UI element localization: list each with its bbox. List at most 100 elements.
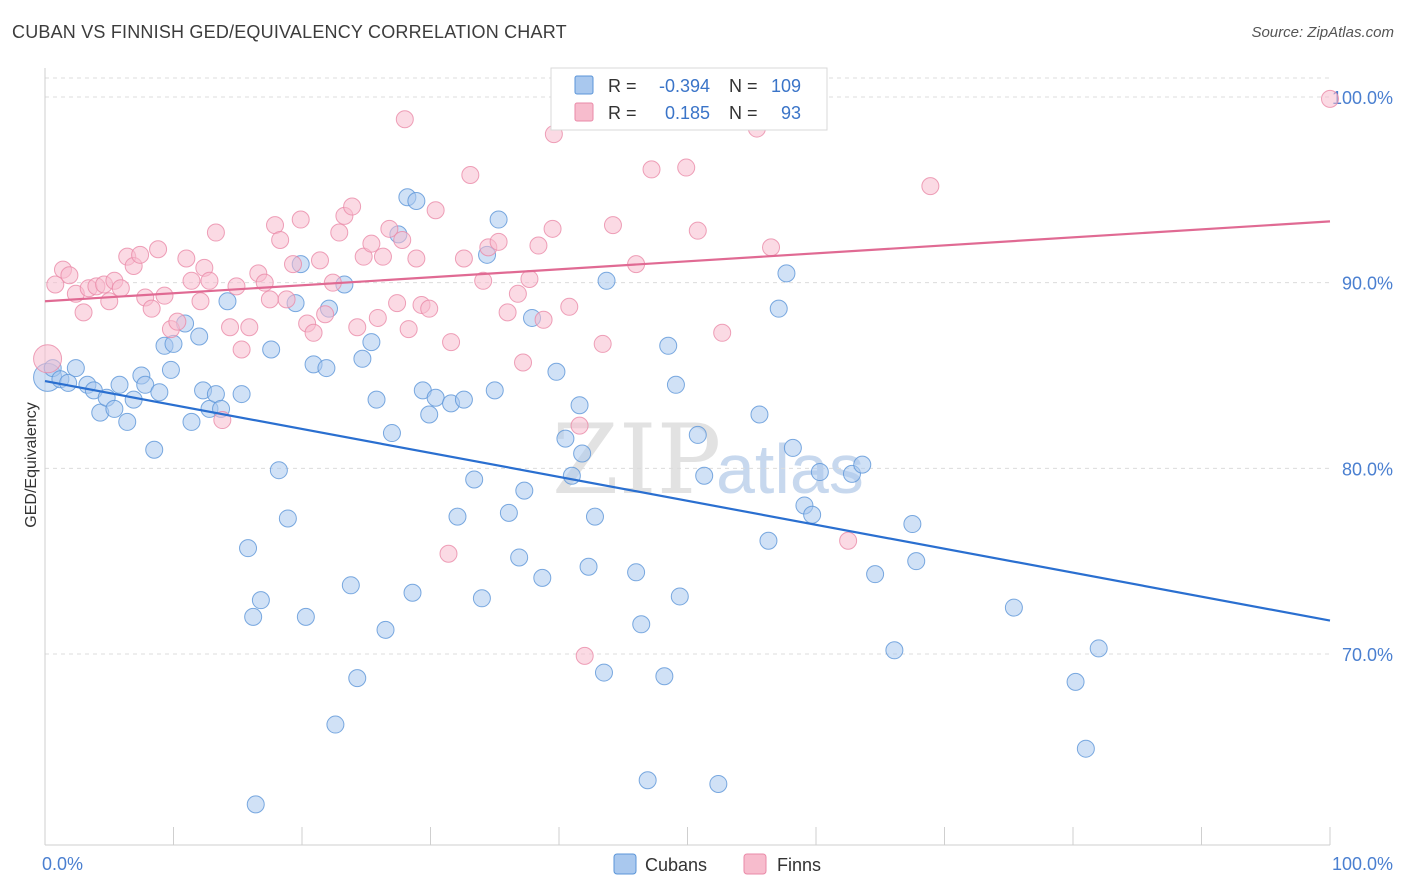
finns-point bbox=[395, 110, 414, 129]
finns-point bbox=[439, 544, 458, 563]
finns-point bbox=[593, 334, 612, 353]
legend-swatch-finns bbox=[574, 102, 594, 122]
cubans-point bbox=[190, 327, 209, 346]
finns-point bbox=[206, 223, 225, 242]
finns-point bbox=[393, 230, 412, 249]
finns-point bbox=[362, 234, 381, 253]
cubans-point bbox=[269, 461, 288, 480]
finns-point bbox=[182, 271, 201, 290]
finns-point bbox=[316, 305, 335, 324]
finns-point bbox=[520, 269, 539, 288]
finns-point bbox=[155, 286, 174, 305]
finns-point bbox=[277, 290, 296, 309]
finns-point bbox=[570, 416, 589, 435]
cubans-point bbox=[239, 539, 258, 558]
finns-point bbox=[543, 219, 562, 238]
cubans-point bbox=[317, 359, 336, 378]
legend-r-label-cubans: R = bbox=[608, 76, 637, 96]
finns-point bbox=[575, 646, 594, 665]
finns-point bbox=[380, 219, 399, 238]
cubans-trend-line bbox=[44, 379, 1331, 622]
cubans-point bbox=[579, 557, 598, 576]
finns-point bbox=[227, 277, 246, 296]
cubans-point bbox=[326, 715, 345, 734]
cubans-point bbox=[348, 669, 367, 688]
finns-point bbox=[677, 158, 696, 177]
cubans-point bbox=[472, 589, 491, 608]
cubans-point bbox=[597, 271, 616, 290]
finns-point bbox=[111, 279, 130, 298]
legend-n-label-finns: N = bbox=[729, 103, 758, 123]
cubans-point bbox=[182, 412, 201, 431]
finns-point bbox=[343, 197, 362, 216]
bottom-legend-swatch-cubans bbox=[613, 853, 637, 875]
finns-point bbox=[177, 249, 196, 268]
finns-point bbox=[454, 249, 473, 268]
cubans-point bbox=[666, 375, 685, 394]
cubans-point bbox=[803, 505, 822, 524]
cubans-point bbox=[218, 292, 237, 311]
cubans-point bbox=[454, 390, 473, 409]
finns-points bbox=[33, 89, 1339, 665]
finns-point bbox=[534, 310, 553, 329]
cubans-point bbox=[489, 210, 508, 229]
cubans-point bbox=[533, 568, 552, 587]
cubans-point bbox=[59, 373, 78, 392]
finns-point bbox=[688, 221, 707, 240]
cubans-point bbox=[750, 405, 769, 424]
finns-point bbox=[426, 201, 445, 220]
cubans-point bbox=[66, 359, 85, 378]
cubans-point bbox=[903, 515, 922, 534]
cubans-point bbox=[885, 641, 904, 660]
cubans-point bbox=[145, 440, 164, 459]
cubans-point bbox=[866, 565, 885, 584]
cubans-point bbox=[783, 438, 802, 457]
finns-point bbox=[642, 160, 661, 179]
finns-point bbox=[131, 245, 150, 264]
finns-point bbox=[240, 318, 259, 337]
cubans-point bbox=[244, 607, 263, 626]
cubans-point bbox=[465, 470, 484, 489]
cubans-point bbox=[407, 191, 426, 210]
cubans-point bbox=[232, 385, 251, 404]
finns-point bbox=[348, 318, 367, 337]
y-tick-label: 90.0% bbox=[1342, 274, 1393, 294]
cubans-point bbox=[585, 507, 604, 526]
finns-point bbox=[149, 240, 168, 259]
cubans-point bbox=[150, 383, 169, 402]
cubans-point bbox=[353, 349, 372, 368]
legend-n-value-cubans: 109 bbox=[771, 76, 801, 96]
cubans-point bbox=[573, 444, 592, 463]
finns-point bbox=[100, 292, 119, 311]
finns-point bbox=[474, 271, 493, 290]
cubans-point bbox=[562, 466, 581, 485]
legend-r-value-cubans: -0.394 bbox=[659, 76, 710, 96]
cubans-point bbox=[499, 503, 518, 522]
cubans-point bbox=[485, 381, 504, 400]
finns-point bbox=[420, 299, 439, 318]
cubans-point bbox=[448, 507, 467, 526]
y-axis-title: GED/Equivalency bbox=[23, 402, 40, 527]
cubans-point bbox=[515, 481, 534, 500]
finns-point bbox=[304, 323, 323, 342]
finns-point bbox=[74, 303, 93, 322]
cubans-point bbox=[510, 548, 529, 567]
finns-point bbox=[284, 255, 303, 274]
finns-point bbox=[142, 299, 161, 318]
axes bbox=[44, 68, 1331, 846]
cubans-point bbox=[426, 388, 445, 407]
legend-box: R = -0.394 N = 109 R = 0.185 N = 93 bbox=[550, 67, 828, 131]
cubans-point bbox=[262, 340, 281, 359]
cubans-point bbox=[659, 336, 678, 355]
cubans-point bbox=[362, 333, 381, 352]
bottom-legend-swatch-finns bbox=[743, 853, 767, 875]
cubans-point bbox=[1089, 639, 1108, 658]
finns-trend-line bbox=[44, 220, 1331, 303]
cubans-point bbox=[341, 576, 360, 595]
y-tick-labels: 70.0% 80.0% 90.0% 100.0% bbox=[1332, 88, 1393, 665]
source-label: Source: ZipAtlas.com bbox=[1251, 24, 1394, 41]
finns-point bbox=[442, 333, 461, 352]
finns-point bbox=[560, 297, 579, 316]
finns-point bbox=[368, 308, 387, 327]
